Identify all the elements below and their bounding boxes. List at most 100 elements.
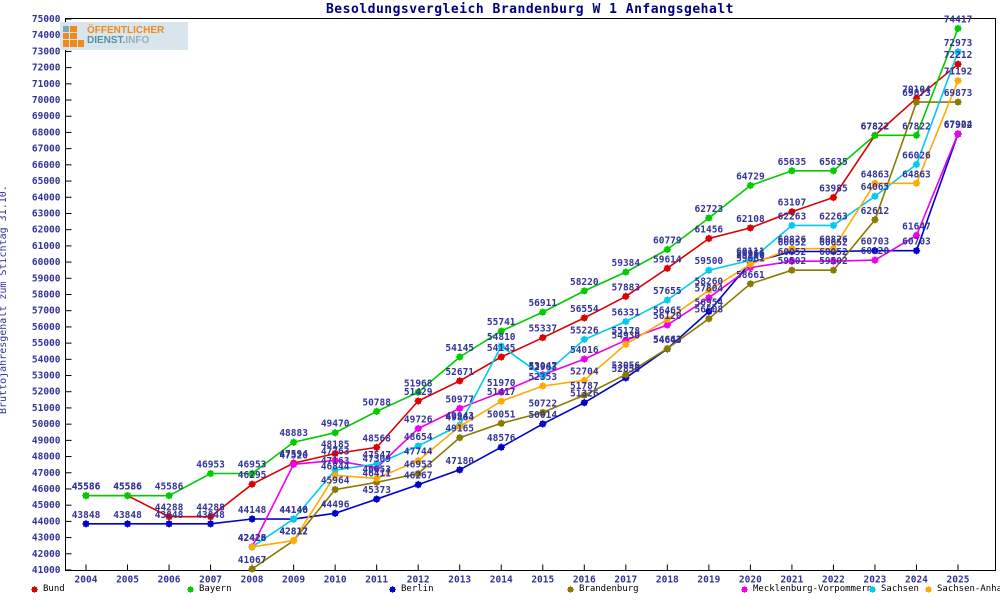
point-label: 56120: [653, 311, 682, 322]
data-point-star: [912, 246, 921, 255]
legend-marker-icon: [924, 585, 933, 594]
point-label: 45373: [362, 485, 391, 496]
point-label: 45586: [113, 482, 142, 493]
point-label: 50014: [528, 410, 557, 421]
data-point-star: [746, 260, 755, 269]
legend-label: Bund: [43, 584, 65, 594]
data-point-star: [497, 419, 506, 428]
legend-marker-icon: [566, 585, 575, 594]
data-point-star: [372, 474, 381, 483]
data-point-star: [206, 512, 215, 521]
point-label: 51429: [404, 387, 433, 398]
x-tick-label: 2022: [822, 575, 845, 586]
point-label: 58220: [570, 277, 599, 288]
data-point-star: [497, 353, 506, 361]
data-point-star: [954, 129, 962, 138]
y-tick-label: 66000: [32, 160, 61, 171]
point-label: 54663: [653, 335, 682, 346]
chart-legend: Bund Bayern Berlin Brandenburg Mecklenburg-V…: [0, 584, 1000, 600]
data-point-star: [206, 469, 215, 478]
point-label: 60826: [778, 235, 807, 246]
point-label: 42817: [279, 527, 308, 538]
data-point-star: [704, 234, 713, 243]
point-label: 59500: [695, 256, 724, 267]
data-point-star: [746, 223, 755, 232]
data-point-star: [455, 404, 464, 413]
point-label: 59661: [736, 254, 765, 265]
point-label: 44140: [279, 505, 308, 516]
point-label: 51968: [404, 378, 433, 389]
y-tick-label: 67000: [32, 144, 61, 155]
series-line-Mecklenburg-Vorpommern: [251, 133, 959, 548]
point-label: 49864: [445, 412, 474, 423]
data-point-star: [663, 344, 672, 353]
data-point-star: [455, 433, 464, 442]
logo-squares-icon: [63, 25, 84, 47]
point-label: 55226: [570, 325, 599, 336]
point-label: 55741: [487, 317, 516, 328]
x-tick-label: 2023: [864, 575, 887, 586]
plot-border: [65, 18, 996, 571]
x-tick-label: 2011: [365, 575, 388, 586]
data-point-star: [331, 466, 340, 475]
point-label: 59384: [612, 258, 641, 269]
data-point-star: [663, 296, 672, 305]
series-line-Bund: [86, 63, 959, 518]
y-tick-label: 50000: [32, 419, 61, 430]
point-label: 60120: [861, 246, 890, 257]
y-tick-label: 41000: [32, 565, 61, 576]
point-label: 65635: [819, 157, 848, 168]
point-label: 62263: [819, 211, 848, 222]
data-point-star: [912, 160, 921, 169]
data-point-star: [331, 428, 340, 437]
point-label: 49726: [404, 415, 433, 426]
point-label: 53056: [612, 361, 641, 372]
point-label: 62263: [778, 211, 807, 222]
data-point-star: [331, 456, 340, 465]
point-label: 59614: [653, 254, 682, 265]
legend-label: Brandenburg: [579, 584, 639, 594]
series-line-Sachsen-Anhalt: [251, 80, 959, 548]
x-tick-label: 2005: [116, 575, 139, 586]
point-label: 56954: [695, 297, 724, 308]
y-tick-label: 62000: [32, 225, 61, 236]
point-label: 44146: [279, 505, 308, 516]
point-label: 55337: [528, 324, 557, 335]
point-label: 59502: [778, 256, 807, 267]
point-label: 45964: [321, 476, 350, 487]
point-label: 45586: [155, 482, 184, 493]
y-tick-label: 55000: [32, 338, 61, 349]
point-label: 50051: [487, 409, 516, 420]
legend-marker-icon: [388, 585, 397, 594]
data-point-star: [165, 491, 174, 500]
point-label: 57883: [612, 282, 641, 293]
point-label: 69873: [944, 88, 973, 99]
y-tick-label: 63000: [32, 208, 61, 219]
data-point-star: [455, 465, 464, 474]
data-point-star: [870, 215, 879, 224]
data-point-star: [663, 315, 672, 324]
point-label: 41067: [238, 555, 267, 566]
x-tick-label: 2008: [241, 575, 264, 586]
y-tick-label: 60000: [32, 257, 61, 268]
data-point-star: [414, 397, 423, 405]
point-label: 49470: [321, 419, 350, 430]
y-tick-label: 44000: [32, 516, 61, 527]
x-tick-label: 2015: [531, 575, 554, 586]
x-tick-label: 2013: [448, 575, 471, 586]
point-label: 47763: [321, 446, 350, 457]
x-tick-label: 2006: [158, 575, 181, 586]
y-tick-label: 51000: [32, 403, 61, 414]
logo-text-line1: ÖFFENTLICHER: [87, 25, 165, 36]
data-point-star: [829, 193, 838, 202]
y-tick-label: 52000: [32, 387, 61, 398]
point-label: 56331: [612, 308, 641, 319]
y-tick-label: 49000: [32, 435, 61, 446]
legend-label: Bayern: [199, 584, 232, 594]
x-tick-label: 2007: [199, 575, 222, 586]
series-line-Sachsen: [251, 51, 959, 548]
data-point-star: [787, 221, 796, 230]
data-point-star: [248, 469, 257, 478]
y-tick-label: 74000: [32, 30, 61, 41]
